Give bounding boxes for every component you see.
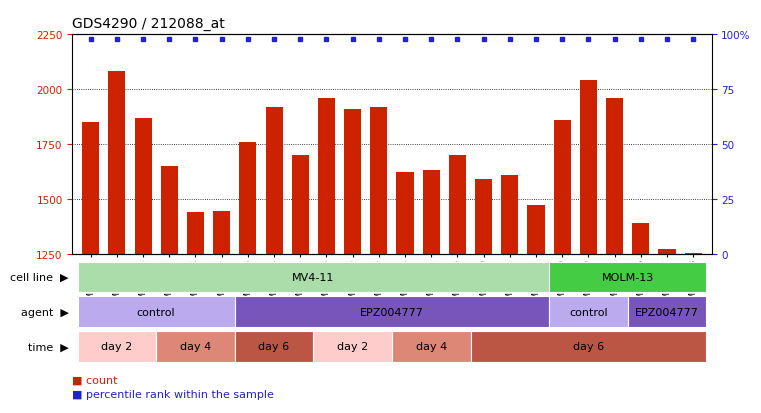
Bar [78,262,549,292]
Bar [527,206,545,413]
Bar [213,211,230,413]
Bar [314,331,392,362]
Text: cell line  ▶: cell line ▶ [10,272,68,282]
Bar [554,121,571,413]
Bar [318,99,335,413]
Bar [628,297,706,327]
Bar [234,297,549,327]
Bar [549,297,628,327]
Bar [161,166,178,413]
Bar [392,331,470,362]
Text: day 6: day 6 [573,342,604,351]
Bar [422,171,440,413]
Bar [580,81,597,413]
Bar [82,123,99,413]
Bar [78,297,234,327]
Text: control: control [569,307,608,317]
Text: ■ percentile rank within the sample: ■ percentile rank within the sample [72,389,274,399]
Bar [78,331,156,362]
Text: day 2: day 2 [337,342,368,351]
Bar [156,331,234,362]
Bar [234,331,314,362]
Bar [371,107,387,413]
Bar [239,142,256,413]
Bar [291,156,309,413]
Text: EPZ004777: EPZ004777 [635,307,699,317]
Text: EPZ004777: EPZ004777 [360,307,424,317]
Bar [449,156,466,413]
Bar [501,175,518,413]
Bar [187,212,204,413]
Text: MOLM-13: MOLM-13 [602,272,654,282]
Text: agent  ▶: agent ▶ [21,307,68,317]
Text: day 4: day 4 [416,342,447,351]
Bar [344,109,361,413]
Bar [685,253,702,413]
Bar [108,72,126,413]
Bar [606,99,623,413]
Bar [396,173,413,413]
Text: time  ▶: time ▶ [27,342,68,351]
Text: day 2: day 2 [101,342,132,351]
Bar [632,223,649,413]
Bar [658,249,676,413]
Text: day 4: day 4 [180,342,211,351]
Bar [135,118,151,413]
Bar [549,262,706,292]
Text: control: control [137,307,176,317]
Text: ■ count: ■ count [72,375,118,385]
Bar [470,331,706,362]
Text: GDS4290 / 212088_at: GDS4290 / 212088_at [72,17,225,31]
Bar [475,180,492,413]
Bar [266,107,282,413]
Text: MV4-11: MV4-11 [292,272,335,282]
Text: day 6: day 6 [259,342,290,351]
